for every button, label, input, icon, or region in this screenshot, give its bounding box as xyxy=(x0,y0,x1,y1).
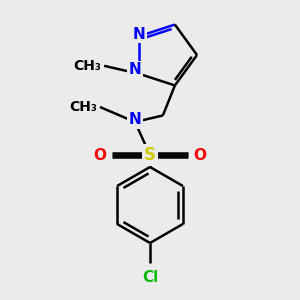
Text: O: O xyxy=(94,148,106,163)
Text: Cl: Cl xyxy=(142,271,158,286)
Text: CH₃: CH₃ xyxy=(69,100,97,114)
Text: S: S xyxy=(144,146,156,164)
Text: N: N xyxy=(129,112,141,128)
Text: O: O xyxy=(194,148,206,163)
Text: N: N xyxy=(129,62,142,77)
Text: N: N xyxy=(133,27,146,42)
Text: CH₃: CH₃ xyxy=(73,59,101,73)
